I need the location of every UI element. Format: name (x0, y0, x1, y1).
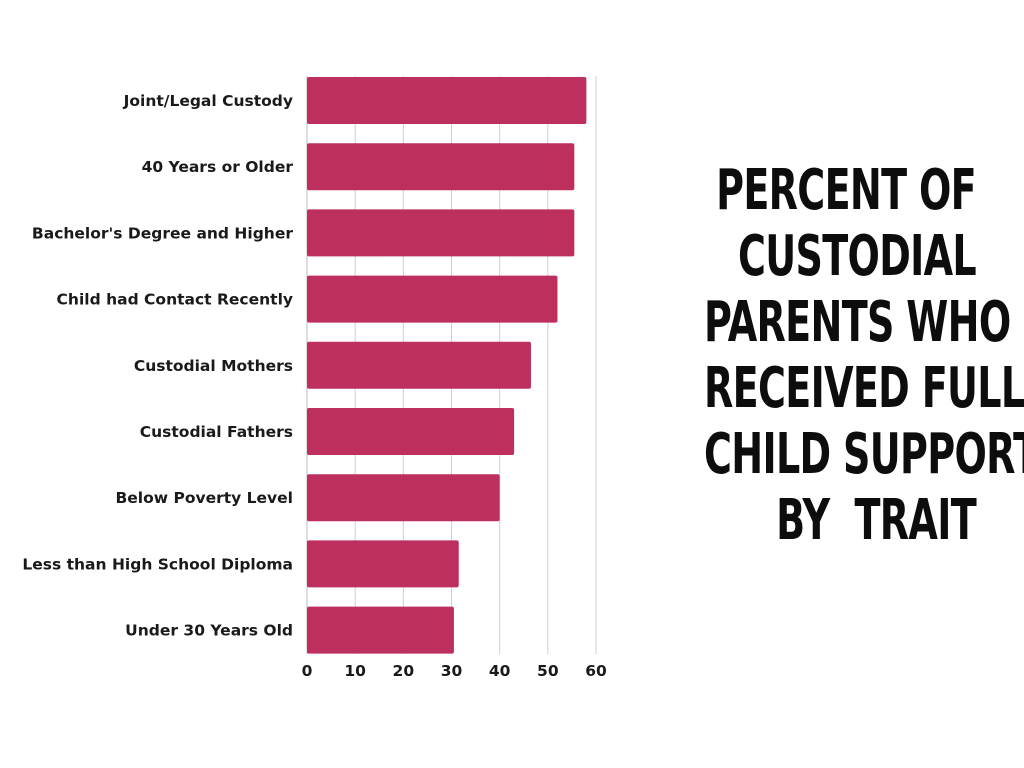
bar (307, 275, 558, 323)
category-label: Below Poverty Level (115, 489, 293, 507)
bar (307, 341, 531, 389)
chart-title-line: PERCENT OF (716, 158, 977, 223)
category-labels: Joint/Legal Custody 40 Years or Older Bach… (22, 92, 293, 640)
x-tick-label: 20 (393, 662, 415, 680)
category-label: Under 30 Years Old (125, 622, 293, 640)
chart-title-line: CHILD SUPPORT (704, 422, 1024, 487)
bar (307, 77, 587, 124)
x-tick-label: 0 (302, 662, 313, 680)
x-tick-label: 50 (537, 662, 559, 680)
chart-title-line: BY TRAIT (776, 488, 977, 553)
bar (307, 209, 575, 257)
category-label: Bachelor's Degree and Higher (32, 224, 293, 242)
bar (307, 474, 500, 522)
chart-title-line: RECEIVED FULLD (704, 356, 1024, 421)
x-tick-label: 60 (585, 662, 607, 680)
bars (307, 77, 587, 654)
bar (307, 540, 459, 588)
chart-title: PERCENT OF CUSTODIAL PARENTS WHO RECEIVE… (704, 158, 1024, 554)
chart-title-line: CUSTODIAL (737, 224, 977, 289)
bar (307, 408, 515, 455)
bar (307, 143, 575, 191)
category-label: Joint/Legal Custody (123, 92, 293, 110)
x-tick-label: 40 (489, 662, 511, 680)
category-label: Child had Contact Recently (57, 291, 293, 309)
chart-title-line: PARENTS WHO (704, 290, 1011, 355)
category-label: Custodial Fathers (140, 423, 293, 441)
x-tick-label: 30 (441, 662, 463, 680)
x-axis-tick-labels: 0 10 20 30 40 50 60 (302, 662, 607, 680)
x-tick-label: 10 (344, 662, 366, 680)
bar (307, 606, 454, 654)
category-label: Custodial Mothers (134, 357, 293, 375)
category-label: Less than High School Diploma (22, 555, 293, 573)
category-label: 40 Years or Older (142, 158, 294, 176)
